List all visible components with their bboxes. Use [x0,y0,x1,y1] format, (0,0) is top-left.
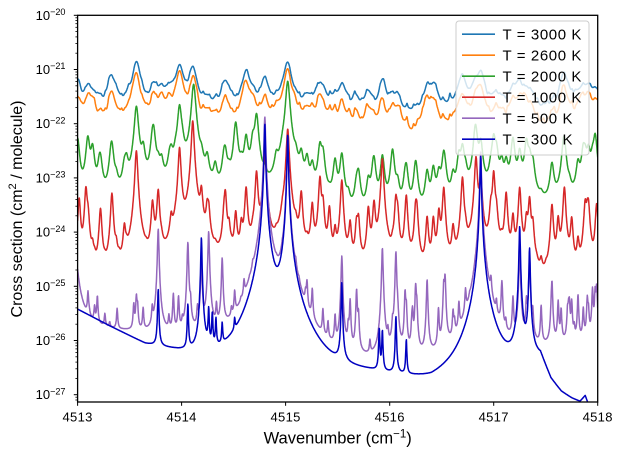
svg-text:Cross section (cm2 / molecule): Cross section (cm2 / molecule) [7,101,26,318]
svg-text:T = 1000 K: T = 1000 K [503,90,583,107]
svg-text:T = 300 K: T = 300 K [503,132,574,149]
svg-text:4514: 4514 [167,410,197,425]
svg-text:4516: 4516 [375,410,405,425]
svg-text:4515: 4515 [271,410,301,425]
svg-text:T = 2600 K: T = 2600 K [503,48,583,65]
svg-text:4517: 4517 [479,410,509,425]
svg-text:T = 2000 K: T = 2000 K [503,69,583,86]
svg-text:T = 3000 K: T = 3000 K [503,27,583,44]
svg-text:T = 500 K: T = 500 K [503,111,574,128]
svg-text:4513: 4513 [63,410,93,425]
svg-text:Wavenumber (cm−1): Wavenumber (cm−1) [264,429,412,448]
svg-text:4518: 4518 [583,410,613,425]
